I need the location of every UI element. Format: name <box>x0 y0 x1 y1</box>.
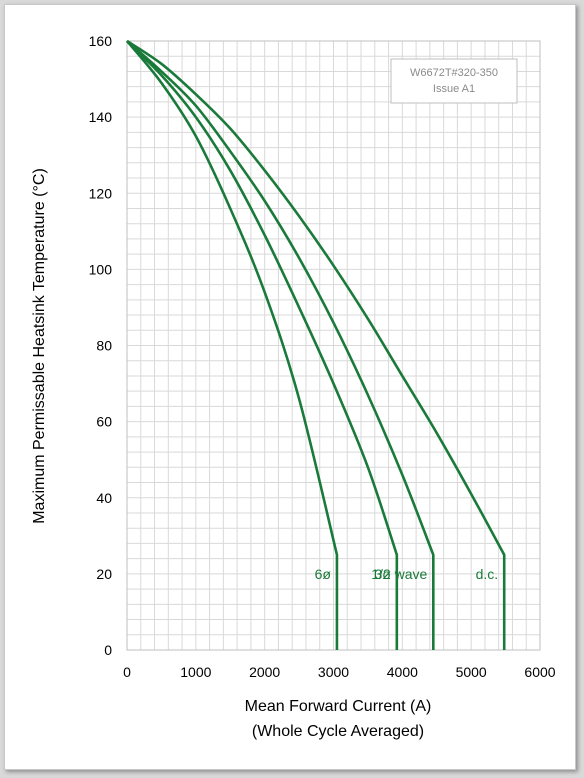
series-line <box>126 39 506 650</box>
y-tick-label: 40 <box>96 490 112 506</box>
x-tick-label: 1000 <box>180 664 211 680</box>
y-tick-label: 20 <box>96 566 112 582</box>
y-tick-label: 100 <box>89 261 113 277</box>
annotation-line-1: W6672T#320-350 <box>410 67 498 79</box>
x-tick-label: 0 <box>123 664 131 680</box>
series-line <box>125 40 339 650</box>
y-tick-label: 160 <box>89 33 113 49</box>
series-layer: 6ø 3ø1/2 wave d.c. <box>125 39 506 650</box>
chart-card: 6ø 3ø 1/2 wave d.c. 0 1000 2000 3000 4000 5000 60… <box>4 4 576 770</box>
x-tick-label: 6000 <box>524 664 555 680</box>
y-tick-label: 80 <box>96 338 112 354</box>
x-axis-subtitle: (Whole Cycle Averaged) <box>252 723 424 740</box>
tick-labels: 0 1000 2000 3000 4000 5000 6000 0 20 40 60 80 100 120… <box>89 33 556 680</box>
series-label: 6ø <box>315 566 332 582</box>
y-tick-label: 140 <box>89 109 113 125</box>
annotation-line-2: Issue A1 <box>433 83 475 95</box>
series-label: 1/2 wave <box>371 566 427 582</box>
series-line <box>126 40 399 650</box>
chart-svg: 6ø 3ø1/2 wave d.c. 0 1000 2000 3000 4000 5000 60… <box>31 33 556 740</box>
y-axis-title: Maximum Permissable Heatsink Temperature… <box>31 168 48 524</box>
series-line <box>126 40 435 650</box>
y-tick-label: 120 <box>89 185 113 201</box>
x-tick-label: 4000 <box>387 664 418 680</box>
plot-border <box>126 40 541 651</box>
annotation-box: W6672T#320-350 Issue A1 <box>390 58 518 104</box>
x-axis-title: Mean Forward Current (A) <box>245 698 432 715</box>
series-label: 3ø <box>374 566 391 582</box>
series-label: d.c. <box>476 566 499 582</box>
x-tick-label: 2000 <box>249 664 280 680</box>
y-tick-label: 60 <box>96 414 112 430</box>
grid <box>126 40 541 651</box>
x-tick-label: 3000 <box>318 664 349 680</box>
y-tick-label: 0 <box>104 642 112 658</box>
x-tick-label: 5000 <box>456 664 487 680</box>
